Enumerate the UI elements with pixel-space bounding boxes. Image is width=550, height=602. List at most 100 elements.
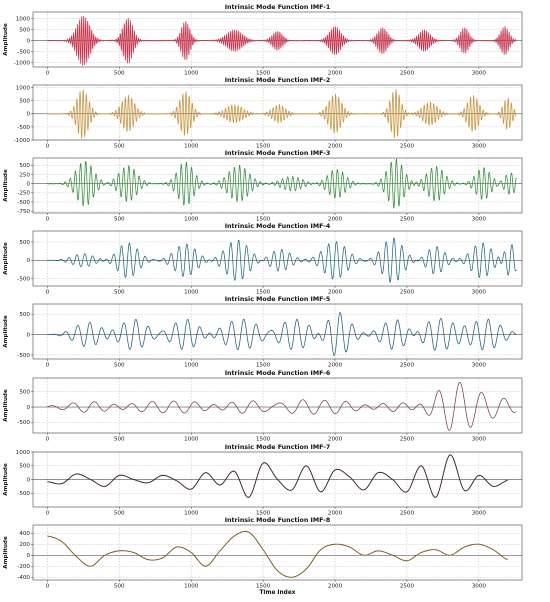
x-tick-label: 0 [46, 217, 50, 223]
x-tick-label: 2500 [400, 71, 415, 77]
y-axis-label: Amplitude [3, 169, 9, 202]
x-tick-label: 2000 [328, 290, 343, 296]
plot-frame [32, 84, 523, 141]
x-tick-label: 3000 [472, 71, 487, 77]
y-axis-label: Amplitude [3, 23, 9, 56]
y-tick-label: 250 [19, 172, 30, 178]
panel-title: Intrinsic Mode Function IMF-8 [225, 517, 331, 524]
x-tick-label: 0 [46, 363, 50, 369]
x-tick-label: 2500 [400, 217, 415, 223]
panel-title: Intrinsic Mode Function IMF-7 [225, 444, 331, 451]
x-tick-label: 1000 [184, 71, 199, 77]
x-axis-label: Time Index [259, 590, 295, 596]
y-tick-label: -500 [17, 491, 30, 497]
x-tick-label: 1500 [256, 144, 271, 150]
x-tick-label: 3000 [472, 511, 487, 517]
x-tick-label: 2000 [328, 363, 343, 369]
y-axis-label: Amplitude [3, 242, 9, 275]
y-tick-label: 0 [26, 477, 30, 483]
x-tick-label: 500 [114, 437, 125, 443]
x-tick-label: 0 [46, 144, 50, 150]
panel-title: Intrinsic Mode Function IMF-5 [225, 296, 331, 303]
plot-frame [32, 11, 523, 68]
y-tick-label: -250 [17, 191, 30, 197]
y-tick-label: -750 [17, 209, 30, 215]
x-tick-label: 500 [114, 584, 125, 590]
y-tick-label: -500 [17, 50, 30, 56]
y-tick-label: 500 [19, 464, 30, 470]
y-tick-label: 500 [19, 240, 30, 246]
series-line [47, 530, 508, 578]
y-tick-label: 0 [26, 405, 30, 411]
x-tick-label: 3000 [472, 290, 487, 296]
plot-frame [32, 230, 523, 287]
x-tick-label: 500 [114, 217, 125, 223]
y-tick-label: -500 [17, 277, 30, 283]
y-tick-label: -1000 [14, 138, 31, 144]
series-line [47, 158, 517, 209]
series-line [47, 89, 517, 139]
panel-title: Intrinsic Mode Function IMF-6 [225, 370, 331, 377]
y-tick-label: -500 [17, 125, 30, 131]
y-axis-label: Amplitude [3, 315, 9, 348]
x-tick-label: 0 [46, 437, 50, 443]
x-tick-label: 0 [46, 584, 50, 590]
x-tick-label: 500 [114, 290, 125, 296]
x-tick-label: 3000 [472, 437, 487, 443]
x-tick-label: 1500 [256, 363, 271, 369]
panel-title: Intrinsic Mode Function IMF-1 [225, 4, 331, 11]
y-tick-label: 500 [19, 163, 30, 169]
x-tick-label: 500 [114, 511, 125, 517]
y-tick-label: 1000 [16, 86, 31, 92]
y-tick-label: 0 [26, 553, 30, 559]
x-tick-label: 0 [46, 511, 50, 517]
x-tick-label: 2000 [328, 217, 343, 223]
x-tick-label: 1000 [184, 437, 199, 443]
y-tick-label: -500 [17, 353, 30, 359]
x-tick-label: 1000 [184, 217, 199, 223]
y-tick-label: -400 [17, 575, 30, 581]
x-tick-label: 2000 [328, 144, 343, 150]
x-tick-label: 1000 [184, 363, 199, 369]
x-tick-label: 1000 [184, 290, 199, 296]
x-tick-label: 500 [114, 363, 125, 369]
y-tick-label: 0 [26, 258, 30, 264]
x-tick-label: 0 [46, 290, 50, 296]
x-tick-label: 1000 [184, 584, 199, 590]
x-tick-label: 2000 [328, 437, 343, 443]
x-tick-label: 2500 [400, 584, 415, 590]
x-tick-label: 2500 [400, 437, 415, 443]
y-tick-label: 400 [19, 531, 30, 537]
panel-title: Intrinsic Mode Function IMF-4 [225, 223, 331, 230]
x-tick-label: 1500 [256, 437, 271, 443]
panel-title: Intrinsic Mode Function IMF-3 [225, 150, 331, 157]
y-tick-label: -1000 [14, 61, 31, 67]
x-tick-label: 1500 [256, 71, 271, 77]
y-axis-label: Amplitude [3, 389, 9, 422]
x-tick-label: 2500 [400, 363, 415, 369]
plot-frame [32, 303, 523, 360]
y-tick-label: 0 [26, 332, 30, 338]
plot-frame [32, 377, 523, 434]
x-tick-label: 2500 [400, 511, 415, 517]
x-tick-label: 1500 [256, 584, 271, 590]
y-tick-label: 500 [19, 390, 30, 396]
y-tick-label: -200 [17, 564, 30, 570]
panel-title: Intrinsic Mode Function IMF-2 [225, 77, 331, 84]
x-tick-label: 3000 [472, 584, 487, 590]
y-tick-label: 500 [19, 28, 30, 34]
series-line [47, 15, 517, 67]
y-tick-label: 0 [26, 39, 30, 45]
x-tick-label: 3000 [472, 217, 487, 223]
x-tick-label: 0 [46, 71, 50, 77]
x-tick-label: 3000 [472, 144, 487, 150]
x-tick-label: 1500 [256, 290, 271, 296]
y-tick-label: 1000 [16, 450, 31, 456]
x-tick-label: 1000 [184, 511, 199, 517]
y-tick-label: 1000 [16, 17, 31, 23]
plot-frame [32, 157, 523, 214]
plot-frame [32, 524, 523, 581]
y-tick-label: 0 [26, 112, 30, 118]
x-tick-label: 500 [114, 144, 125, 150]
